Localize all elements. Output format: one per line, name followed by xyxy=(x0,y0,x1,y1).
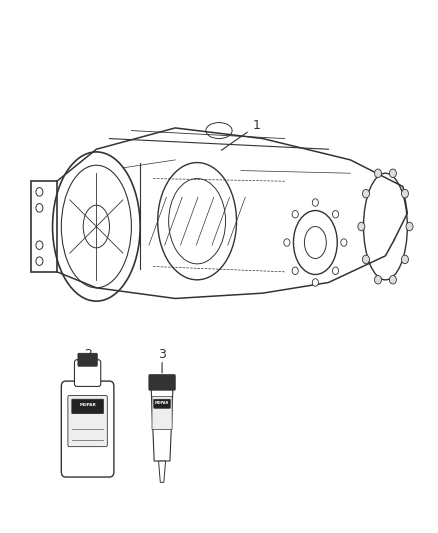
Text: MOPAR: MOPAR xyxy=(79,403,96,407)
Circle shape xyxy=(389,276,396,284)
FancyBboxPatch shape xyxy=(68,395,107,447)
Circle shape xyxy=(292,267,298,274)
Text: 3: 3 xyxy=(158,348,166,361)
Text: 1: 1 xyxy=(252,119,260,132)
Circle shape xyxy=(341,239,347,246)
FancyBboxPatch shape xyxy=(74,360,101,386)
Circle shape xyxy=(389,169,396,177)
Text: 2: 2 xyxy=(84,348,92,361)
Circle shape xyxy=(374,276,381,284)
Circle shape xyxy=(292,211,298,218)
FancyBboxPatch shape xyxy=(78,353,97,366)
Circle shape xyxy=(363,189,370,198)
Circle shape xyxy=(401,189,408,198)
Circle shape xyxy=(332,267,339,274)
FancyBboxPatch shape xyxy=(72,399,103,414)
FancyBboxPatch shape xyxy=(152,397,172,430)
Circle shape xyxy=(332,211,339,218)
Polygon shape xyxy=(151,386,173,461)
Circle shape xyxy=(358,222,365,231)
Circle shape xyxy=(406,222,413,231)
Circle shape xyxy=(312,279,318,286)
FancyBboxPatch shape xyxy=(149,375,175,390)
Text: MOPAR: MOPAR xyxy=(155,401,169,405)
FancyBboxPatch shape xyxy=(154,399,170,408)
FancyBboxPatch shape xyxy=(61,381,114,477)
Circle shape xyxy=(312,199,318,206)
Circle shape xyxy=(363,255,370,264)
Circle shape xyxy=(374,169,381,177)
Polygon shape xyxy=(159,461,166,482)
Circle shape xyxy=(401,255,408,264)
Circle shape xyxy=(284,239,290,246)
